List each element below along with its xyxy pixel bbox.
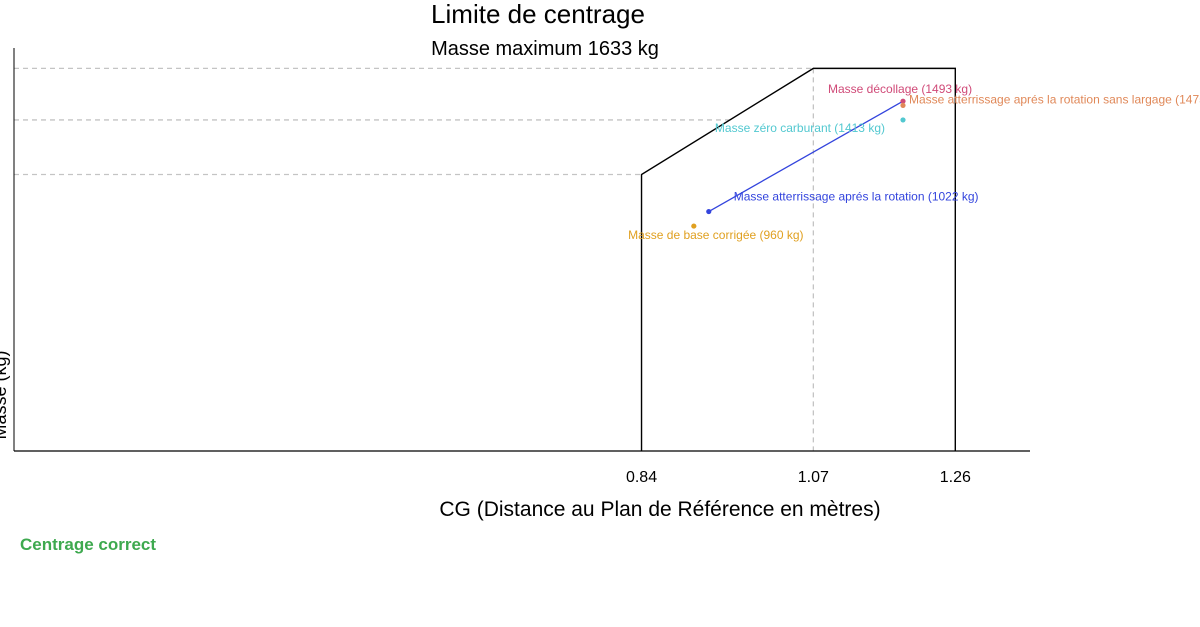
data-point-label: Masse zéro carburant (1413 kg) xyxy=(715,121,885,135)
data-point-label: Masse atterrissage aprés la rotation (10… xyxy=(734,190,979,204)
centrage-status: Centrage correct xyxy=(20,535,157,554)
labels-layer: Masse décollage (1493 kg)Masse atterriss… xyxy=(628,82,1200,242)
chart-subtitle: Masse maximum 1633 kg xyxy=(431,38,659,60)
data-point xyxy=(900,98,906,104)
x-tick-label: 0.84 xyxy=(626,469,657,486)
reference-lines xyxy=(14,67,815,451)
path-layer xyxy=(708,100,904,213)
data-point xyxy=(691,223,697,229)
centrage-envelope xyxy=(640,67,956,451)
points-layer xyxy=(691,98,906,229)
envelope-layer xyxy=(640,67,956,451)
y-axis-label: Masse (kg) xyxy=(0,350,10,439)
x-tick-label: 1.26 xyxy=(940,469,971,486)
x-axis-label: CG (Distance au Plan de Référence en mèt… xyxy=(439,498,880,521)
centrage-chart: Limite de centrage Masse maximum 1633 kg… xyxy=(0,0,1200,521)
x-tick-label: 1.07 xyxy=(798,469,829,486)
loading-path-line xyxy=(708,100,904,213)
data-point xyxy=(900,102,906,109)
x-ticks: 0.84 1.07 1.26 xyxy=(626,469,971,486)
data-point xyxy=(900,117,906,123)
chart-title: Limite de centrage xyxy=(431,0,645,29)
data-point xyxy=(706,208,712,215)
data-point-label: Masse décollage (1493 kg) xyxy=(828,82,972,96)
data-point-label: Masse atterrissage aprés la rotation san… xyxy=(909,92,1200,106)
data-point-label: Masse de base corrigée (960 kg) xyxy=(628,228,803,242)
